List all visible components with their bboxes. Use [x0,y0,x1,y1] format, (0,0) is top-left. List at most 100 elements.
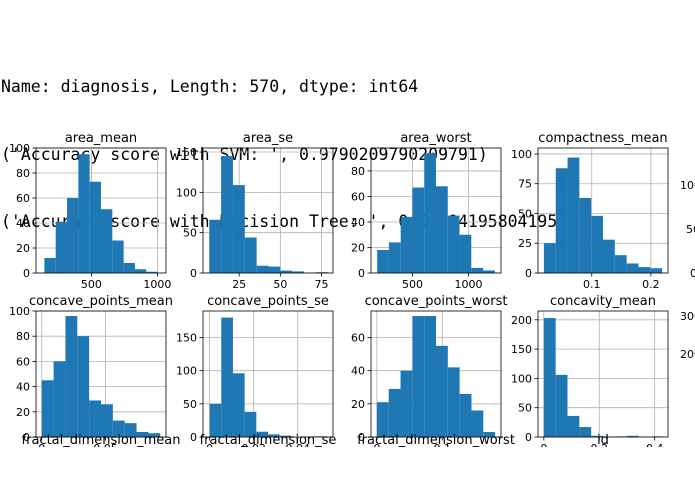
histogram-bar [567,415,580,437]
y-tick-label: 200 [511,314,532,327]
histogram-bar [471,267,484,273]
y-tick-label: 40 [16,217,30,230]
cutoff-histogram-title: fractal_dimension_se [200,433,337,448]
histogram-concave-points-se: 00.020.04050100150concave_points_se [176,294,334,455]
y-tick-label: 0 [23,431,30,444]
histogram-title: area_mean [65,131,137,146]
x-tick-label: 500 [81,278,102,291]
histogram-bar [459,393,472,437]
output-line-series-info: Name: diagnosis, Length: 570, dtype: int… [1,77,419,96]
histogram-bar [89,181,101,273]
x-tick-label: 0.1 [583,278,601,291]
y-tick-label: 50 [183,227,197,240]
histogram-title: area_se [243,131,293,146]
histogram-bar [400,370,413,437]
histogram-bar [221,156,233,273]
histogram-area-mean: 500 1000 0 20 40 60 80 100 area_mean [9,131,171,291]
y-tick-label: 0 [23,267,30,280]
x-tick-label: 500 [402,278,423,291]
plot-frame [35,310,167,438]
histogram-title: compactness_mean [538,131,667,146]
histogram-bar [424,315,436,437]
histogram-bar [626,263,639,273]
histogram-bar [123,263,135,273]
y-tick-label: 60 [16,355,30,368]
histogram-bar [67,198,79,273]
histogram-bar [483,432,496,437]
histogram-bar [112,240,124,273]
histogram-bar [459,234,472,273]
histogram-bar [209,403,222,437]
histogram-bar [388,388,401,437]
histogram-concavity-mean: 00.20.4050100150200concavity_mean [511,294,669,455]
cutoff-histogram-title: fractal_dimension_worst [357,433,515,448]
histogram-title: area_worst [400,131,471,146]
y-tick-label: 0 [358,267,365,280]
histogram-bar [447,215,460,273]
y-tick-label: 25 [518,237,532,250]
histogram-bar [256,431,268,437]
histogram-bar [232,185,245,273]
histogram-bar [232,373,245,437]
histogram-bar [53,361,66,437]
y-tick-label: 0 [525,431,532,444]
x-tick-label: 0.2 [642,278,660,291]
histogram-compactness-mean: 0.1 0.2 0 25 50 75 100 compactness_mean [511,131,669,291]
histogram-area-worst: 500 1000 0 20 40 60 80 area_worst [351,131,502,291]
histogram-bar [436,186,448,273]
histogram-bar [41,380,54,437]
y-tick-label: 0 [525,267,532,280]
y-tick-label: 80 [16,167,30,180]
histogram-bar [626,435,639,437]
y-tick-label: 20 [16,406,30,419]
histogram-bar [221,317,233,437]
y-tick-label: 100 [176,186,197,199]
y-tick-label: 50 [518,207,532,220]
histogram-bar [65,316,78,437]
y-tick-label: 60 [351,190,365,203]
histogram-bar [124,423,137,437]
histogram-bar [579,198,592,273]
y-tick-label: 100 [9,142,30,155]
histogram-bar [268,434,280,437]
histogram-bar [256,265,269,273]
y-tick-label: 80 [16,330,30,343]
y-tick-label: 80 [351,165,365,178]
plot-frame [202,310,334,438]
histogram-bar [78,154,90,273]
x-tick-label: 25 [232,278,246,291]
y-tick-label: 20 [16,242,30,255]
x-tick-label: 1000 [143,278,171,291]
histogram-bar [471,410,484,437]
x-tick-label: 50 [273,278,287,291]
histogram-title: concavity_mean [550,294,656,309]
histogram-bar [55,221,68,273]
y-tick-label: 75 [518,178,532,191]
y-tick-label: 0 [190,267,197,280]
y-tick-label: 150 [176,332,197,345]
y-tick-label: 60 [16,192,30,205]
cutoff-histogram-title: fractal_dimension_mean [22,433,181,448]
histogram-bar [146,271,158,273]
plot-frame [537,310,669,438]
x-tick-label: 75 [314,278,328,291]
y-tick-label: 100 [176,365,197,378]
y-tick-label: 150 [176,146,197,159]
clipped-tick-label: 0 [690,267,695,280]
histogram-title: concave_points_worst [365,294,508,309]
y-tick-label: 40 [351,216,365,229]
histogram-bar [377,250,389,273]
histogram-bar [400,216,413,273]
histogram-bar [101,209,113,273]
histogram-bar [591,215,603,273]
histogram-bar [280,270,293,273]
histogram-bar [388,242,401,273]
histogram-bar [650,268,663,273]
histogram-bar [101,404,113,437]
histogram-bar [209,219,222,273]
histogram-area-se: 25 50 75 0 50 100 150 area_se [176,131,334,291]
histogram-bar [112,420,125,437]
histogram-bar [136,431,149,437]
plot-frame [370,310,502,438]
